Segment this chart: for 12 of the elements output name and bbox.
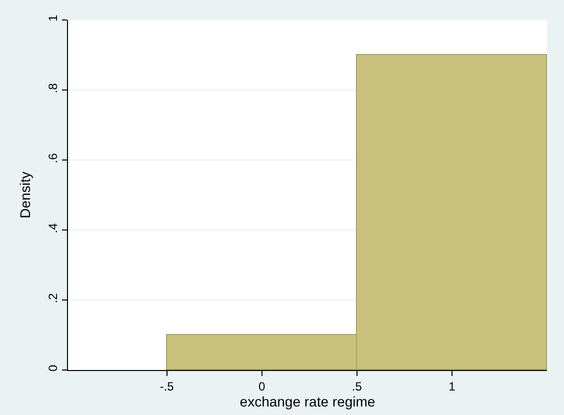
x-tick-label: -.5 bbox=[160, 379, 174, 394]
x-tick-label: 1 bbox=[448, 379, 456, 394]
y-tick-label: 0 bbox=[46, 364, 60, 372]
y-tick-label: 1 bbox=[46, 14, 60, 22]
y-tick-label: .8 bbox=[46, 82, 60, 94]
y-tick-label: .4 bbox=[46, 222, 60, 234]
x-tick-label: 0 bbox=[258, 379, 266, 394]
y-tick-label: .2 bbox=[46, 292, 60, 304]
x-axis-title: exchange rate regime bbox=[240, 393, 376, 410]
x-tick-label: .5 bbox=[352, 379, 362, 394]
y-tick-label: .6 bbox=[46, 152, 60, 164]
y-axis-title: Density bbox=[17, 172, 33, 218]
